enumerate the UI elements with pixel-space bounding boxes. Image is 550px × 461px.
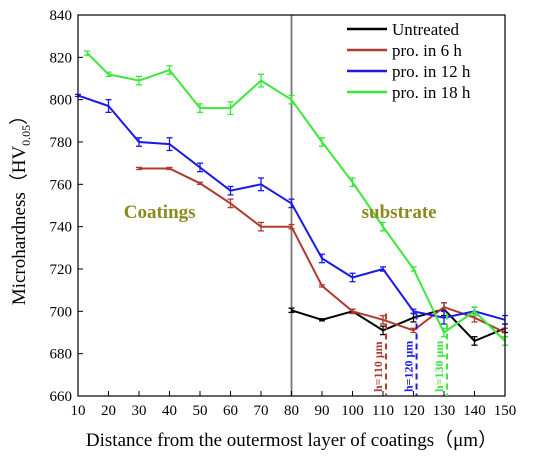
data-point — [227, 185, 234, 196]
data-point — [319, 253, 325, 264]
x-tick-label: 130 — [433, 403, 456, 419]
y-tick-label: 760 — [50, 177, 73, 193]
data-point — [258, 221, 264, 232]
data-point — [84, 50, 91, 56]
data-point — [227, 198, 234, 209]
data-point — [258, 177, 264, 192]
data-point — [319, 318, 325, 322]
region-label: substrate — [362, 202, 437, 223]
data-point — [349, 308, 356, 315]
data-point — [471, 336, 478, 346]
data-point — [380, 221, 386, 232]
y-axis-title-subscript: 0.05 — [19, 125, 33, 146]
data-point — [227, 101, 234, 116]
region-label: Coatings — [124, 202, 196, 223]
y-tick-label: 660 — [50, 389, 73, 405]
annotations: Coatings substrate h=110 μm h=120 μm h=130 μ… — [124, 202, 449, 396]
data-point — [166, 166, 173, 171]
y-tick-label: 840 — [50, 8, 73, 24]
data-point — [136, 75, 142, 86]
x-tick-label: 30 — [132, 403, 147, 419]
data-point — [288, 223, 295, 230]
legend-entry: pro. in 12 h — [392, 62, 471, 81]
data-point — [288, 94, 295, 105]
x-tick-label: 20 — [101, 403, 116, 419]
data-point — [136, 137, 142, 147]
data-point — [258, 73, 264, 88]
data-point — [441, 310, 447, 325]
legend-entry: pro. in 6 h — [392, 41, 462, 60]
y-tick-label: 820 — [50, 50, 73, 66]
x-tick-label: 70 — [254, 403, 269, 419]
data-point — [166, 65, 173, 75]
axes: 10 20 30 40 50 60 70 80 90 100 110 120 130 140 150 660 6… — [50, 8, 517, 419]
x-tick-label: 100 — [341, 403, 364, 419]
x-tick-label: 60 — [223, 403, 238, 419]
y-tick-label: 800 — [50, 93, 73, 109]
x-tick-label: 140 — [463, 403, 486, 419]
x-tick-label: 10 — [71, 403, 86, 419]
x-tick-label: 110 — [372, 403, 394, 419]
y-tick-label: 740 — [50, 220, 73, 236]
x-tick-label: 40 — [162, 403, 177, 419]
x-tick-label: 90 — [315, 403, 330, 419]
y-axis-title-close: ） — [8, 106, 30, 125]
data-point — [105, 99, 112, 114]
legend-entry: Untreated — [392, 20, 460, 39]
data-point — [410, 308, 417, 315]
y-tick-label: 680 — [50, 347, 73, 363]
legend: Untreated pro. in 6 h pro. in 12 h pro. in … — [347, 20, 471, 102]
data-point — [441, 327, 447, 338]
y-tick-label: 720 — [50, 262, 73, 278]
data-point — [136, 166, 142, 171]
y-tick-label: 780 — [50, 135, 73, 151]
data-point — [197, 181, 203, 185]
y-axis-title-main: Microhardness（HV — [8, 146, 30, 306]
data-point — [166, 137, 173, 152]
data-point — [471, 306, 478, 317]
y-axis-title: Microhardness（HV0.05） — [8, 106, 33, 305]
data-point — [380, 325, 386, 336]
x-tick-label: 120 — [402, 403, 425, 419]
x-axis-title: Distance from the outermost layer of coa… — [86, 429, 497, 451]
data-point — [349, 272, 356, 283]
depth-marker-label: h=120 μm — [402, 341, 416, 392]
data-point — [197, 162, 203, 173]
depth-marker-label: h=130 μm — [432, 341, 446, 392]
data-point — [197, 103, 203, 114]
series-line — [139, 167, 506, 334]
data-point — [380, 266, 386, 272]
data-point — [410, 327, 417, 334]
x-tick-label: 50 — [193, 403, 208, 419]
data-point — [288, 198, 295, 209]
data-point — [319, 284, 325, 288]
series-layer — [75, 50, 508, 346]
x-tick-label: 80 — [284, 403, 299, 419]
data-point — [410, 266, 417, 272]
x-tick-label: 150 — [494, 403, 517, 419]
data-point — [349, 177, 356, 188]
data-point — [380, 314, 386, 325]
data-point — [288, 307, 295, 314]
depth-marker-label: h=110 μm — [371, 341, 385, 392]
legend-entry: pro. in 18 h — [392, 83, 471, 102]
y-tick-label: 700 — [50, 304, 73, 320]
data-point — [105, 71, 112, 78]
data-point — [319, 137, 325, 147]
